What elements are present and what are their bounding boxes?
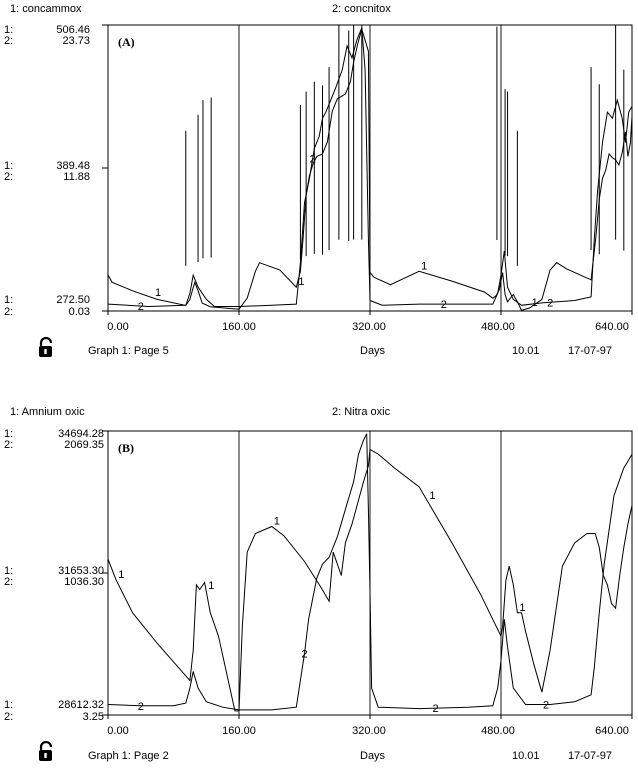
panel-b-y2-tick-mid: 1036.30 xyxy=(64,576,104,588)
series-2-marker: 2 xyxy=(138,701,144,713)
panel-a: 1: concammox 2: concnitox 1: 2: 506.46 2… xyxy=(4,3,633,357)
series-1-marker: 1 xyxy=(421,260,427,272)
panel-a-y2-prefix-top: 2: xyxy=(4,35,13,47)
series-2-marker: 2 xyxy=(543,699,549,711)
panel-b-y2-tick-top: 2069.35 xyxy=(64,439,104,451)
panel-b-y2-prefix-mid: 2: xyxy=(4,576,13,588)
panel-a-footer-time: 10.01 xyxy=(512,345,540,357)
panel-b-y1-prefix-bottom: 1: xyxy=(4,699,13,711)
panel-b-footer-date: 17-07-97 xyxy=(568,750,612,762)
series-2-marker: 2 xyxy=(433,703,439,715)
panel-a-x-ticks: 0.00 160.00 320.00 480.00 640.00 xyxy=(107,321,629,333)
panel-a-y1-prefix-mid: 1: xyxy=(4,160,13,172)
series-1-line xyxy=(107,448,633,712)
lock-icon[interactable] xyxy=(39,336,53,357)
panel-b-y2-prefix-top: 2: xyxy=(4,439,13,451)
panel-a-y1-tick-top: 506.46 xyxy=(56,24,90,36)
panel-b-x-tick: 640.00 xyxy=(595,725,629,737)
series-2-marker: 2 xyxy=(302,649,308,661)
panel-b: 1: Amnium oxic 2: Nitra oxic 1: 2: 34694… xyxy=(4,406,633,762)
panel-b-x-tick: 160.00 xyxy=(222,725,256,737)
panel-b-x-tick: 480.00 xyxy=(481,725,515,737)
panel-a-y1-tick-bottom: 272.50 xyxy=(56,294,90,306)
series-2-line xyxy=(107,433,633,711)
panel-a-x-tick: 0.00 xyxy=(107,321,128,333)
panel-a-x-tick: 320.00 xyxy=(352,321,386,333)
panel-b-y2-prefix-bottom: 2: xyxy=(4,711,13,723)
panel-a-y2-tick-top: 23.73 xyxy=(62,35,90,47)
panel-b-y1-prefix-mid: 1: xyxy=(4,565,13,577)
panel-b-series2-label: 2: Nitra oxic xyxy=(332,406,391,418)
panel-b-y1-prefix-top: 1: xyxy=(4,428,13,440)
panel-b-x-axis-label: Days xyxy=(360,750,386,762)
panel-b-tag: (B) xyxy=(118,441,134,455)
series-2-marker: 2 xyxy=(138,301,144,313)
series-1-marker: 1 xyxy=(155,287,161,299)
panel-a-y2-tick-bottom: 0.03 xyxy=(69,306,90,318)
series-2-marker: 2 xyxy=(547,297,553,309)
series-1-marker: 1 xyxy=(208,580,214,592)
panel-a-x-tick: 160.00 xyxy=(222,321,256,333)
panel-b-y1-tick-mid: 31653.30 xyxy=(58,565,104,577)
panel-a-footer-date: 17-07-97 xyxy=(568,345,612,357)
panel-a-series2-label: 2: concnitox xyxy=(332,3,391,15)
panel-a-tag: (A) xyxy=(118,35,135,49)
panel-b-footer-page: Graph 1: Page 2 xyxy=(88,750,169,762)
panel-b-plot-area: 1 1 1 1 1 2 2 2 2 xyxy=(102,430,633,719)
panel-b-x-tick: 0.00 xyxy=(107,725,128,737)
panel-a-series1-label: 1: concammox xyxy=(10,3,82,15)
series-1-marker: 1 xyxy=(298,276,304,288)
lock-icon[interactable] xyxy=(39,740,53,761)
panel-b-series1-label: 1: Amnium oxic xyxy=(10,406,85,418)
series-2-marker: 2 xyxy=(310,154,316,166)
panel-b-y2-tick-bottom: 3.25 xyxy=(83,711,104,723)
panel-a-y2-tick-mid: 11.88 xyxy=(63,171,90,183)
panel-b-y1-tick-top: 34694.28 xyxy=(58,428,104,440)
series-1-line xyxy=(107,27,633,312)
panel-b-y-axis-labels: 1: 2: 34694.28 2069.35 1: 2: 31653.30 10… xyxy=(4,428,104,723)
series-1-marker: 1 xyxy=(274,515,280,527)
panel-a-y2-prefix-mid: 2: xyxy=(4,171,13,183)
panel-a-y-axis-labels: 1: 2: 506.46 23.73 1: 2: 389.48 11.88 1:… xyxy=(4,24,90,318)
panel-a-y1-prefix-top: 1: xyxy=(4,24,13,36)
series-1-marker: 1 xyxy=(429,490,435,502)
panel-a-footer-page: Graph 1: Page 5 xyxy=(88,345,169,357)
panel-a-y2-prefix-bottom: 2: xyxy=(4,306,13,318)
panel-b-footer-time: 10.01 xyxy=(512,750,540,762)
panel-b-y1-tick-bottom: 28612.32 xyxy=(58,699,104,711)
series-2-marker: 2 xyxy=(441,299,447,311)
panel-a-x-tick: 480.00 xyxy=(481,321,515,333)
panel-a-x-tick: 640.00 xyxy=(595,321,629,333)
panel-a-x-axis-label: Days xyxy=(360,345,386,357)
panel-b-x-ticks: 0.00 160.00 320.00 480.00 640.00 xyxy=(107,725,629,737)
panel-b-x-tick: 320.00 xyxy=(352,725,386,737)
series-1-marker: 1 xyxy=(118,569,124,581)
series-1-marker: 1 xyxy=(519,602,525,614)
series-1-marker: 1 xyxy=(532,297,538,309)
panel-a-y1-prefix-bottom: 1: xyxy=(4,294,13,306)
panel-a-y1-tick-mid: 389.48 xyxy=(56,160,90,172)
series-2-line xyxy=(107,27,633,308)
